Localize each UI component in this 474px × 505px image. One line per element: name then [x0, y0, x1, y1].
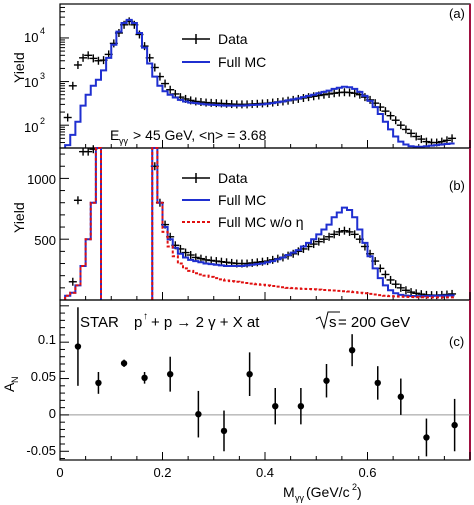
series-full-mc-wo-eta [64, 147, 455, 300]
x-axis-title-main: M [283, 484, 295, 500]
reaction-text: + p → 2 γ + X at [151, 314, 260, 331]
panel-a-ytick-exp: 4 [40, 26, 45, 36]
x-tick-label: 0.2 [153, 465, 171, 480]
panel-a-ytick-exp: 3 [40, 71, 45, 81]
x-axis-title: M γγ (GeV/c 2 ) [283, 482, 362, 503]
sqrt-sign [315, 311, 340, 330]
panel-b-axis-ticks [59, 153, 471, 301]
x-tick-label: 0.4 [256, 465, 274, 480]
panel-c-ylabel: A N [1, 377, 20, 393]
panel-c-ytick-label: 0.05 [31, 369, 56, 384]
panel-a-annotation: E γγ > 45 GeV, <η> = 3.68 [110, 127, 267, 146]
legend-full-mc-label: Full MC [218, 54, 266, 70]
asymmetry-point [195, 410, 202, 418]
panel-b-label: (b) [449, 178, 465, 193]
annotation-e-subscript: γγ [119, 136, 129, 146]
energy-text: = 200 GeV [338, 314, 410, 331]
asymmetry-point [297, 402, 305, 410]
legend-full-mc-label: Full MC [218, 192, 266, 208]
panel-a-ytick-base: 10 [24, 120, 38, 135]
panel-c-ytick-label: 0.1 [38, 332, 56, 347]
x-axis-title-sup: 2 [352, 482, 357, 492]
panel-a-ytick-base: 10 [24, 75, 38, 90]
panel-b-ytick-labels: 500 1000 [27, 172, 56, 248]
panel-b-ytick-label: 500 [34, 233, 56, 248]
panel-c-title: STAR p ↑ + p → 2 γ + X at s = 200 GeV [80, 311, 410, 331]
asymmetry-point [95, 379, 102, 387]
reaction-proton: p [134, 314, 142, 331]
spin-up-arrow: ↑ [143, 311, 148, 322]
asymmetry-point [141, 374, 148, 382]
panel-c: A N (c) -0.05 0 0.05 0.1 STAR p ↑ + p → … [1, 299, 471, 461]
panel-c-series [74, 307, 458, 457]
asymmetry-point [348, 346, 356, 354]
panel-c-ylabel-main: A [1, 382, 17, 392]
asymmetry-point [166, 370, 174, 378]
asymmetry-point [423, 434, 430, 441]
annotation-e-label: E [110, 127, 119, 143]
panel-a-ytick-exp: 2 [40, 116, 45, 126]
asymmetry-point [397, 393, 405, 400]
asymmetry-point [451, 421, 458, 429]
panel-b-series [64, 145, 457, 300]
panel-c-ytick-labels: -0.05 0 0.05 0.1 [26, 332, 56, 458]
asymmetry-point [246, 370, 253, 378]
x-tick-label: 0 [56, 465, 63, 480]
panel-b: Yield (b) 500 1000 Data Full MC Full MC … [11, 145, 471, 301]
panel-a-series [63, 17, 457, 148]
asymmetry-point [120, 360, 128, 367]
panel-a-ytick-base: 10 [24, 30, 38, 45]
panel-a: Yield (a) 10 2 10 3 10 4 Data Full MC E … [11, 3, 471, 149]
panel-c-ylabel-sub: N [10, 377, 20, 384]
legend-full-mc-wo-eta-label: Full MC w/o η [218, 214, 304, 230]
asymmetry-point [74, 343, 82, 350]
panel-c-axis-ticks [59, 305, 471, 460]
x-axis-title-close: ) [357, 484, 362, 500]
panel-a-axis-ticks [59, 3, 471, 149]
asymmetry-point [374, 379, 381, 387]
legend-data-label: Data [218, 170, 248, 186]
panel-c-ytick-label: -0.05 [26, 443, 56, 458]
panel-b-legend: Data Full MC Full MC w/o η [182, 170, 304, 230]
panel-b-ytick-label: 1000 [27, 172, 56, 187]
star-label: STAR [80, 314, 119, 331]
panel-a-label: (a) [449, 6, 465, 21]
panel-c-label: (c) [449, 334, 464, 349]
legend-data-label: Data [218, 31, 248, 47]
panel-a-ylabel: Yield [11, 52, 27, 83]
asymmetry-point [220, 427, 228, 435]
panel-a-ytick-labels: 10 2 10 3 10 4 [24, 26, 45, 135]
energy-s: s [329, 314, 337, 331]
x-tick-labels: 0 0.2 0.4 0.6 [56, 465, 376, 480]
x-tick-label: 0.6 [358, 465, 376, 480]
x-axis-title-unit: (GeV/c [306, 484, 350, 500]
panel-c-ytick-label: 0 [49, 406, 56, 421]
panel-b-ylabel: Yield [11, 202, 27, 233]
series-full-mc [64, 18, 455, 148]
panel-a-legend: Data Full MC [182, 31, 266, 70]
x-axis-title-sub: γγ [295, 493, 305, 503]
asymmetry-point [323, 377, 330, 384]
annotation-text: > 45 GeV, <η> = 3.68 [133, 127, 267, 143]
asymmetry-point [272, 402, 279, 410]
